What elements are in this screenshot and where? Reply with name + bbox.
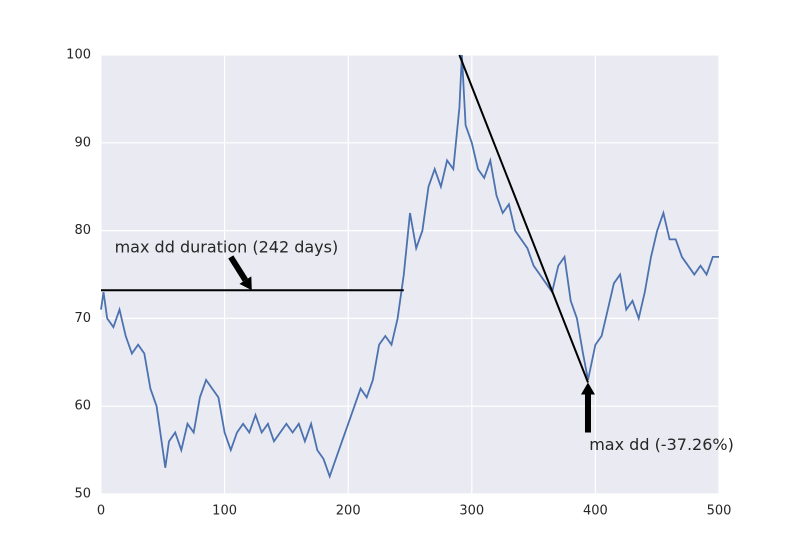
- line: [100, 54, 719, 480]
- x-tick-label: 300: [459, 504, 484, 519]
- y-tick-label: 60: [74, 399, 91, 414]
- x-tick-label: 500: [707, 504, 732, 519]
- x-tick-label: 0: [97, 504, 105, 519]
- arrow-head: [239, 276, 252, 291]
- x-tick-label: 200: [336, 504, 361, 519]
- line: [458, 54, 589, 383]
- annotation: max dd duration (242 days): [115, 238, 339, 257]
- y-tick-label: 80: [74, 223, 91, 238]
- arrow-shaft: [228, 255, 248, 282]
- y-tick-label: 100: [66, 48, 91, 63]
- arrow-head: [580, 382, 595, 395]
- y-tick-label: 50: [74, 487, 91, 502]
- x-tick-label: 400: [583, 504, 608, 519]
- y-tick-label: 90: [74, 135, 91, 150]
- annotation: max dd (-37.26%): [589, 435, 734, 454]
- plot-area: [101, 55, 719, 494]
- y-tick-label: 70: [74, 311, 91, 326]
- x-tick-label: 100: [212, 504, 237, 519]
